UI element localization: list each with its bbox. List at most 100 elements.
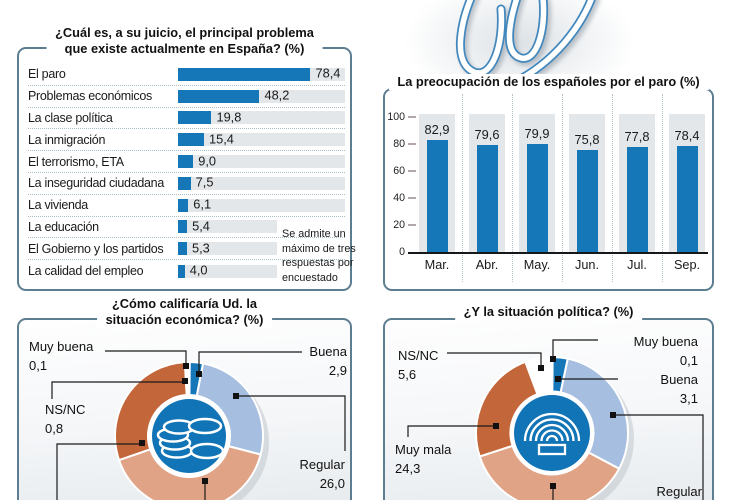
column-bar: [626, 146, 648, 252]
bar-category-label: La inmigración: [28, 132, 106, 147]
leader-marker: [550, 356, 556, 362]
bar-row: La calidad del empleo 4,0: [28, 260, 345, 282]
leader-marker: [182, 378, 188, 384]
donut-label-value: 5,6: [398, 367, 417, 382]
month-label: Abr.: [475, 258, 499, 272]
survey-note: Se admite un máximo de tres respuestas p…: [282, 227, 362, 285]
donut-chart: [407, 339, 704, 500]
bar-row: La clase política 19,8: [28, 108, 345, 130]
bar-row: La inmigración 15,4: [28, 129, 345, 152]
note-line: encuestado: [282, 271, 338, 284]
leader-marker: [233, 393, 239, 399]
hemicycle-arc: [523, 412, 581, 442]
leader-marker: [550, 483, 556, 489]
donut-label-buena: Buena 3,1: [620, 370, 698, 408]
leader-line: [56, 443, 142, 500]
leader-marker: [610, 412, 616, 418]
parliament-icon: [523, 412, 581, 456]
hemicycle-arc: [545, 434, 559, 442]
bar-track: 78,4: [178, 67, 345, 81]
donut-label-value: 0,8: [45, 421, 64, 436]
donut-label-text: Buena: [309, 344, 347, 359]
leader-line: [615, 414, 704, 500]
hemicycle-arc: [529, 418, 575, 442]
coin: [187, 417, 223, 435]
title-line: ¿Cómo calificaría Ud. la: [111, 296, 258, 311]
column-bar: [676, 146, 698, 252]
bar-track: 15,4: [178, 133, 345, 147]
bar-category-label: Problemas económicos: [28, 89, 152, 104]
bar-category-label: La calidad del empleo: [28, 264, 144, 279]
donut-label-text: Regular: [299, 457, 345, 472]
month-label: May.: [523, 258, 551, 272]
y-axis-tick-dash: [408, 116, 416, 118]
donut-label-value: 3,1: [679, 391, 698, 406]
bar: [178, 242, 187, 256]
donut-label-ns-nc: NS/NC 0,8: [45, 400, 85, 438]
month-label: Jul.: [627, 258, 647, 272]
title-line: ¿Y la situación política? (%): [463, 304, 634, 319]
month-label: Sep.: [673, 258, 701, 272]
bar-track: 48,2: [178, 89, 345, 103]
bar-category-label: El Gobierno y los partidos: [28, 241, 164, 256]
leader-line: [198, 351, 302, 371]
column-separator: [562, 94, 563, 282]
donut-label-ns-nc: NS/NC 5,6: [398, 346, 438, 384]
panel-situacion-politica: ¿Y la situación política? (%) NS/NC 5,6 Mu…: [383, 304, 714, 500]
column-separator: [462, 94, 463, 282]
month-label: Mar.: [424, 258, 450, 272]
title-line: que existe actualmente en España? (%): [64, 41, 305, 56]
donut-label-text: Buena: [660, 372, 698, 387]
leader-marker: [196, 371, 202, 377]
title-line: La preocupación de los españoles por el …: [397, 74, 700, 89]
donut-chart: [51, 350, 346, 500]
donut-label-value: 0,1: [679, 353, 698, 368]
note-line: máximo de tres: [282, 242, 356, 255]
donut-label-muy-buena: Muy buena 0,1: [600, 332, 698, 370]
column-value: 79,6: [474, 126, 500, 142]
bar-row: El Gobierno y los partidos 5,3: [28, 238, 345, 261]
column-value: 78,4: [674, 128, 700, 144]
leader-line: [407, 425, 494, 437]
bar-value: 4,0: [189, 262, 208, 278]
bar-row: La educación 5,4: [28, 217, 345, 239]
bar-row: El terrorismo, ETA 9,0: [28, 151, 345, 173]
podium: [537, 443, 567, 456]
bar-track: 9,0: [178, 153, 345, 169]
bar-value: 7,5: [195, 174, 214, 190]
donut-label-regular: Regular 26,0: [275, 455, 345, 493]
bar: [178, 220, 188, 234]
bar: [178, 89, 260, 103]
bar-track: 19,8: [178, 111, 345, 125]
column-value: 75,8: [574, 131, 600, 147]
bar-category-label: El terrorismo, ETA: [28, 154, 124, 169]
vbar-plot: 100 80 60 40 20 0 82,9 Mar. 79,6 Abr. 79,9 May. 75,8…: [385, 90, 712, 289]
bar-track: 7,5: [178, 174, 345, 190]
panel-paro-trend-title: La preocupación de los españoles por el …: [388, 74, 709, 90]
month-label: Jun.: [575, 258, 599, 272]
bar-track: 4,0: [178, 262, 277, 278]
leader-marker: [493, 423, 499, 429]
column-separator: [612, 94, 613, 282]
hemicycle-arc: [534, 423, 570, 442]
y-axis-tick-label: 20: [393, 219, 405, 231]
column-value: 79,9: [524, 126, 550, 142]
donut-label-muy-mala: Muy mala 24,3: [395, 440, 451, 478]
y-axis-tick-label: 0: [399, 246, 405, 258]
donut-label-muy-buena: Muy buena 0,1: [29, 337, 93, 375]
y-axis-tick-label: 60: [393, 165, 405, 177]
bar-value: 9,0: [198, 153, 216, 169]
donut-label-regular: Regular: [630, 482, 702, 500]
column-separator: [512, 94, 513, 282]
panel-main-problem-title: ¿Cuál es, a su juicio, el principal prob…: [46, 25, 323, 57]
coins-icon: [156, 417, 225, 460]
donut-center-disc: [514, 395, 590, 471]
donut-label-text: Regular: [656, 484, 702, 499]
leader-line: [447, 352, 542, 365]
column-bar: [476, 144, 498, 252]
donut-label-value: 0,1: [29, 358, 48, 373]
bar-category-label: La vivienda: [28, 198, 88, 213]
column-separator: [662, 94, 663, 282]
bar-row: La inseguridad ciudadana 7,5: [28, 173, 345, 195]
y-axis-tick-label: 40: [393, 192, 405, 204]
